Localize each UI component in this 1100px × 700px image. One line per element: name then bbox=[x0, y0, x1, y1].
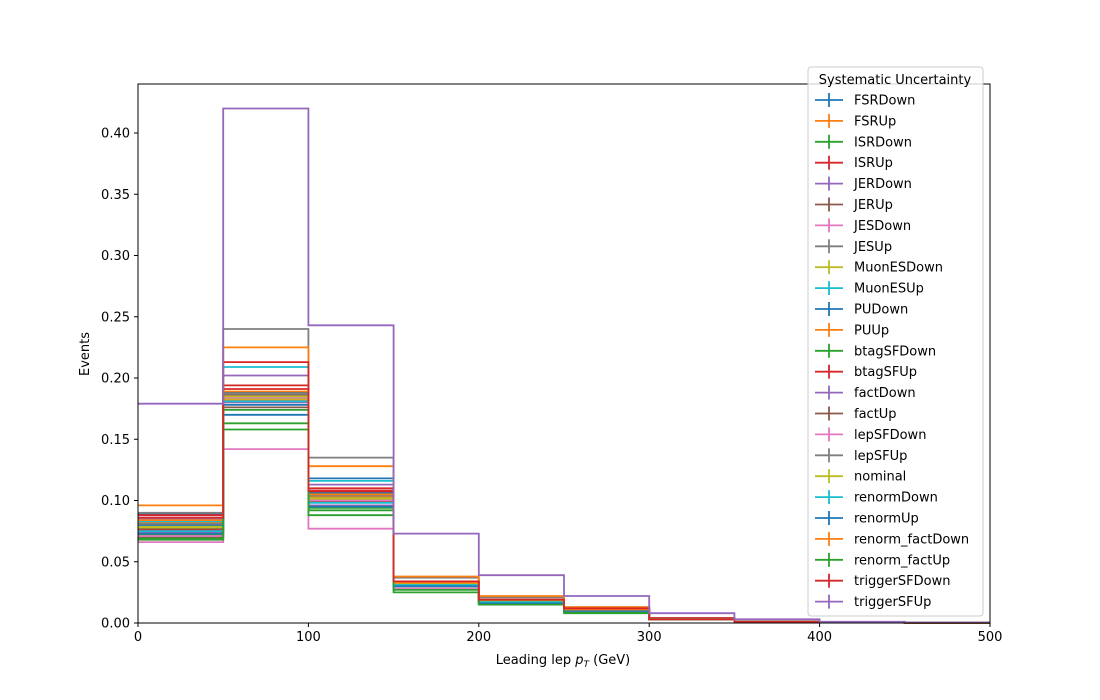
legend-label: ISRUp bbox=[854, 156, 893, 171]
legend-label: renormUp bbox=[854, 512, 919, 527]
x-tick-label: 400 bbox=[807, 630, 832, 645]
y-tick-label: 0.05 bbox=[101, 555, 130, 570]
legend-label: renormDown bbox=[854, 491, 938, 506]
axes-border bbox=[137, 83, 991, 624]
x-tick-label: 500 bbox=[978, 630, 1003, 645]
y-axis-label: Events bbox=[78, 332, 93, 376]
legend-entries: FSRDown FSRUp ISRDown ISRUp JERDown JERUp JESD… bbox=[815, 93, 969, 610]
legend-item-JESUp: JESUp bbox=[815, 239, 892, 255]
y-tick-label: 0.35 bbox=[101, 188, 130, 203]
legend-item-renorm_factUp: renorm_factUp bbox=[815, 552, 950, 568]
legend-label: renorm_factDown bbox=[854, 532, 969, 547]
y-tick-label: 0.10 bbox=[101, 494, 130, 509]
legend-label: btagSFUp bbox=[854, 365, 917, 380]
legend-label: FSRDown bbox=[854, 94, 915, 109]
legend-label: MuonESUp bbox=[854, 282, 924, 297]
legend: Systematic Uncertainty FSRDown FSRUp ISRDo… bbox=[807, 66, 984, 617]
legend-label: btagSFDown bbox=[854, 344, 936, 359]
legend-label: renorm_factUp bbox=[854, 553, 950, 568]
legend-item-renormDown: renormDown bbox=[815, 490, 938, 506]
y-tick-label: 0.15 bbox=[101, 433, 130, 448]
legend-item-ISRDown: ISRDown bbox=[815, 134, 912, 150]
legend-item-JESDown: JESDown bbox=[815, 218, 911, 234]
legend-label: FSRUp bbox=[854, 114, 896, 129]
legend-label: lepSFDown bbox=[854, 428, 926, 443]
legend-label: JERUp bbox=[853, 198, 893, 213]
legend-item-triggerSFDown: triggerSFDown bbox=[815, 573, 950, 589]
series-line-triggerSFUp bbox=[138, 107, 990, 624]
legend-item-btagSFUp: btagSFUp bbox=[815, 364, 917, 380]
y-tick-label: 0.40 bbox=[101, 127, 130, 142]
legend-label: triggerSFUp bbox=[854, 595, 931, 610]
legend-label: lepSFUp bbox=[854, 449, 907, 464]
legend-item-nominal: nominal bbox=[815, 469, 906, 485]
legend-item-FSRDown: FSRDown bbox=[815, 93, 915, 109]
x-tick-label: 300 bbox=[637, 630, 662, 645]
legend-label: JESDown bbox=[853, 219, 911, 234]
legend-label: factDown bbox=[854, 386, 916, 401]
legend-title: Systematic Uncertainty bbox=[819, 73, 972, 88]
x-tick-label: 200 bbox=[466, 630, 491, 645]
legend-label: JERDown bbox=[853, 177, 912, 192]
legend-label: factUp bbox=[854, 407, 897, 422]
legend-item-MuonESDown: MuonESDown bbox=[815, 260, 943, 276]
x-tick-label: 100 bbox=[296, 630, 321, 645]
legend-item-triggerSFUp: triggerSFUp bbox=[815, 594, 931, 610]
y-tick-label: 0.00 bbox=[101, 617, 130, 632]
y-tick-label: 0.25 bbox=[101, 310, 130, 325]
legend-item-btagSFDown: btagSFDown bbox=[815, 343, 936, 359]
x-tick-label: 0 bbox=[134, 630, 142, 645]
legend-item-PUUp: PUUp bbox=[815, 322, 889, 338]
y-tick-label: 0.20 bbox=[101, 372, 130, 387]
legend-label: PUDown bbox=[854, 303, 908, 318]
legend-label: PUUp bbox=[854, 323, 889, 338]
x-axis-label: Leading lep pT (GeV) bbox=[496, 653, 630, 670]
legend-item-JERDown: JERDown bbox=[815, 176, 912, 192]
legend-item-factDown: factDown bbox=[815, 385, 916, 401]
x-axis: 0 100 200 300 400 500 bbox=[134, 623, 1003, 645]
legend-label: MuonESDown bbox=[854, 261, 943, 276]
legend-item-FSRUp: FSRUp bbox=[815, 113, 896, 129]
legend-label: triggerSFDown bbox=[854, 574, 950, 589]
legend-item-ISRUp: ISRUp bbox=[815, 155, 893, 171]
axes-frame bbox=[137, 83, 991, 624]
legend-item-factUp: factUp bbox=[815, 406, 897, 422]
legend-label: nominal bbox=[854, 470, 906, 485]
y-axis: 0.00 0.05 0.10 0.15 0.20 0.25 0.30 0.35 0.40 bbox=[101, 127, 138, 632]
legend-item-PUDown: PUDown bbox=[815, 302, 908, 318]
legend-box bbox=[807, 66, 984, 617]
y-tick-label: 0.30 bbox=[101, 249, 130, 264]
legend-item-MuonESUp: MuonESUp bbox=[815, 281, 924, 297]
legend-item-renormUp: renormUp bbox=[815, 511, 919, 527]
legend-label: JESUp bbox=[853, 240, 892, 255]
legend-item-renorm_factDown: renorm_factDown bbox=[815, 531, 969, 547]
legend-item-JERUp: JERUp bbox=[815, 197, 893, 213]
plot-area bbox=[138, 107, 990, 624]
legend-item-lepSFUp: lepSFUp bbox=[815, 448, 907, 464]
legend-item-lepSFDown: lepSFDown bbox=[815, 427, 926, 443]
legend-label: ISRDown bbox=[854, 135, 912, 150]
